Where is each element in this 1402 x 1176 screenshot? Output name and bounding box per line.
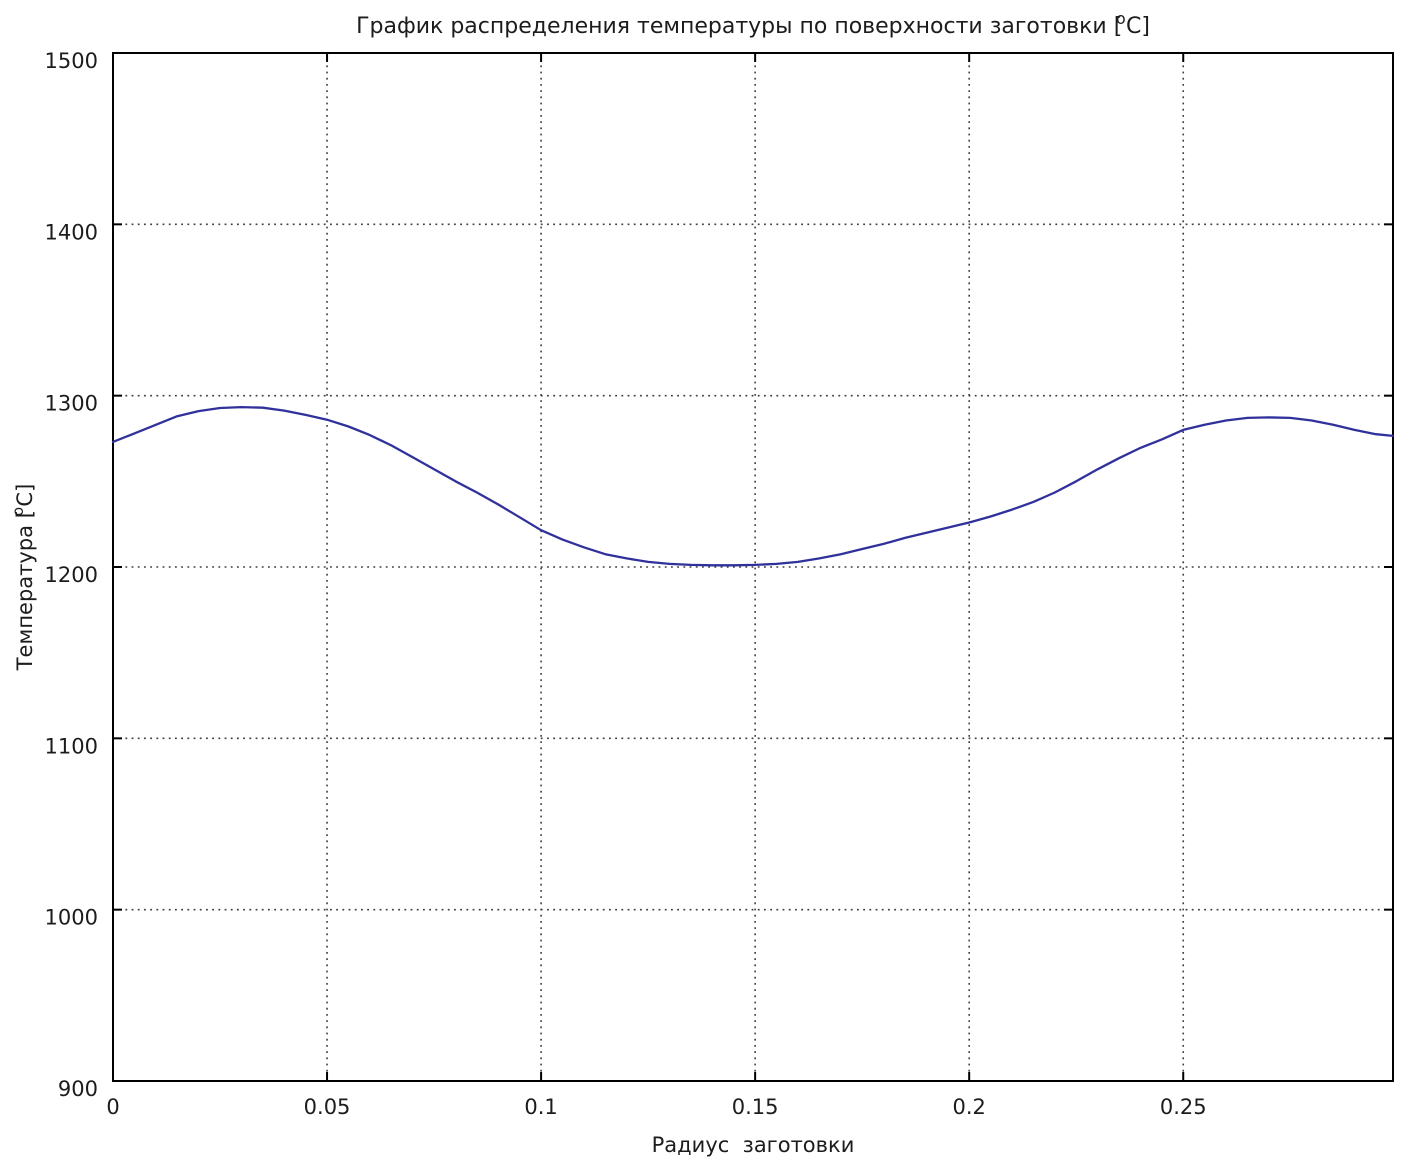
x-tick-label-0.15: 0.15	[732, 1095, 779, 1119]
y-tick-label-1100: 1100	[45, 734, 98, 758]
y-tick-label-1500: 1500	[45, 49, 98, 73]
degree-symbol: o	[8, 506, 27, 517]
chart-title-unit: C]	[1125, 14, 1150, 39]
x-tick-label-0: 0	[106, 1095, 119, 1119]
chart-title: График распределения температуры по пове…	[113, 9, 1393, 41]
x-tick-label-0.1: 0.1	[524, 1095, 557, 1119]
axes-box	[112, 52, 1394, 1082]
y-axis-label-unit: C]	[13, 483, 37, 507]
x-tick-label-0.25: 0.25	[1160, 1095, 1207, 1119]
temperature-curve	[111, 405, 1395, 567]
y-tick-label-1200: 1200	[45, 563, 98, 587]
degree-symbol: o	[1115, 8, 1126, 28]
y-tick-label-1300: 1300	[45, 392, 98, 416]
y-axis-label: Температура [oC]	[9, 483, 37, 671]
chart-title-text: График распределения температуры по пове…	[356, 14, 1123, 39]
x-axis-label: Радиус заготовки	[651, 1133, 855, 1157]
y-tick-label-900: 900	[58, 1077, 98, 1101]
y-tick-label-1000: 1000	[45, 906, 98, 930]
x-tick-label-0.05: 0.05	[304, 1095, 351, 1119]
y-tick-label-1400: 1400	[45, 220, 98, 244]
x-tick-label-0.2: 0.2	[952, 1095, 985, 1119]
y-axis-label-text: Температура [	[13, 510, 37, 671]
